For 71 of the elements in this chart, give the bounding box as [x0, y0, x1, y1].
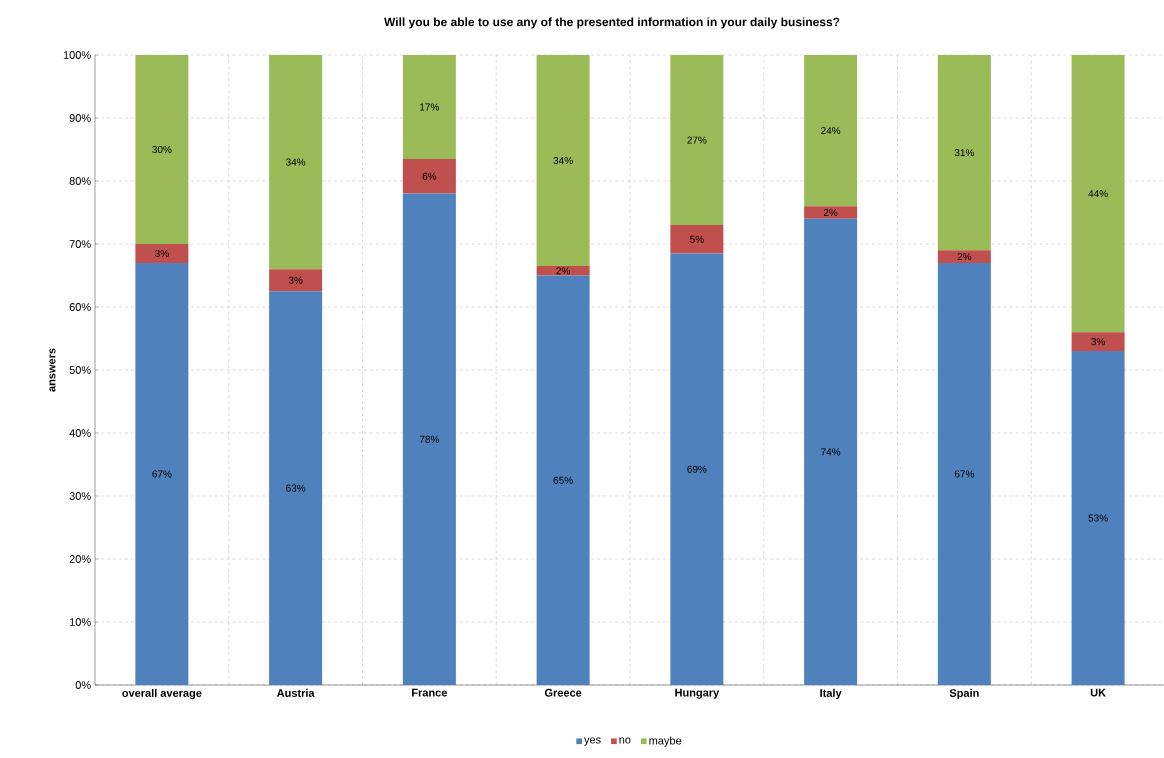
x-tick-label: overall average: [122, 688, 202, 700]
bar: [937, 262, 991, 685]
bar: [1071, 332, 1125, 352]
bar: [135, 54, 189, 244]
bar: [269, 291, 323, 685]
bar: [670, 225, 724, 254]
bar: [135, 262, 189, 685]
bar: [536, 275, 590, 685]
y-axis-title: answers: [49, 348, 56, 392]
data-label: 6%: [422, 172, 437, 180]
y-tick-label: 100%: [63, 51, 91, 59]
bar: [937, 54, 991, 251]
y-tick-label: 90%: [69, 114, 91, 122]
data-label: 63%: [286, 484, 306, 492]
legend-label: no: [619, 737, 631, 744]
y-tick-label: 40%: [69, 429, 91, 437]
data-label: 67%: [152, 470, 172, 478]
data-label: 69%: [687, 465, 707, 473]
data-label: 5%: [690, 235, 704, 243]
data-label: 3%: [1091, 338, 1105, 346]
data-label: 67%: [954, 470, 974, 478]
data-label: 30%: [152, 145, 172, 154]
bar: [536, 54, 590, 267]
x-tick-label: Spain: [949, 688, 979, 700]
y-tick-label: 60%: [69, 303, 91, 311]
x-tick-label: France: [412, 688, 448, 697]
bar: [402, 158, 456, 194]
x-tick-label: Austria: [276, 688, 315, 697]
legend-label: maybe: [649, 736, 682, 747]
chart-title: Will you be able to use any of the presented information in your daily business?: [384, 17, 840, 29]
data-label: 2%: [823, 208, 838, 217]
bar: [135, 244, 189, 263]
bar: [804, 218, 858, 685]
x-tick-label: Hungary: [675, 688, 720, 699]
y-tick-label: 80%: [69, 177, 91, 185]
data-label: 2%: [556, 267, 570, 275]
bar: [804, 54, 858, 207]
data-label: 74%: [821, 448, 841, 456]
bar: [269, 54, 323, 270]
data-label: 3%: [288, 276, 303, 284]
x-tick-label: Italy: [820, 688, 842, 700]
data-label: 34%: [285, 158, 306, 166]
data-label: 65%: [553, 476, 573, 484]
y-tick-label: 20%: [69, 555, 91, 563]
data-label: 78%: [419, 435, 440, 443]
y-tick-label: 0%: [75, 681, 91, 689]
y-tick-label: 50%: [69, 366, 91, 374]
legend-label: yes: [584, 737, 601, 746]
data-label: 34%: [553, 156, 573, 165]
bar: [402, 54, 456, 159]
bar: [402, 193, 456, 685]
data-label: 24%: [821, 127, 841, 135]
bar: [1071, 54, 1125, 333]
bar: [804, 206, 858, 219]
data-label: 3%: [155, 249, 169, 257]
x-tick-label: Greece: [544, 688, 582, 697]
data-label: 31%: [954, 149, 974, 157]
bar: [670, 253, 724, 685]
bar: [1071, 351, 1125, 685]
bar: [269, 269, 323, 292]
data-label: 27%: [687, 136, 707, 144]
y-tick-label: 10%: [69, 618, 91, 626]
data-label: 53%: [1088, 514, 1108, 522]
x-tick-label: UK: [1090, 688, 1106, 697]
y-tick-label: 30%: [69, 492, 91, 500]
data-label: 2%: [957, 253, 972, 261]
data-label: 17%: [420, 103, 440, 111]
bar: [670, 54, 724, 226]
y-tick-label: 70%: [69, 240, 91, 248]
bar: [937, 250, 991, 263]
data-label: 44%: [1088, 190, 1108, 198]
